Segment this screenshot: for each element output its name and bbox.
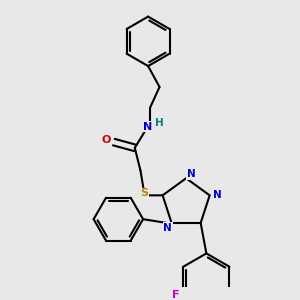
Text: H: H	[155, 118, 164, 128]
Text: N: N	[164, 223, 172, 233]
Text: F: F	[172, 290, 179, 300]
Text: N: N	[143, 122, 153, 132]
Text: S: S	[140, 188, 148, 199]
Text: N: N	[187, 169, 195, 179]
Text: N: N	[213, 190, 222, 200]
Text: O: O	[102, 135, 111, 145]
